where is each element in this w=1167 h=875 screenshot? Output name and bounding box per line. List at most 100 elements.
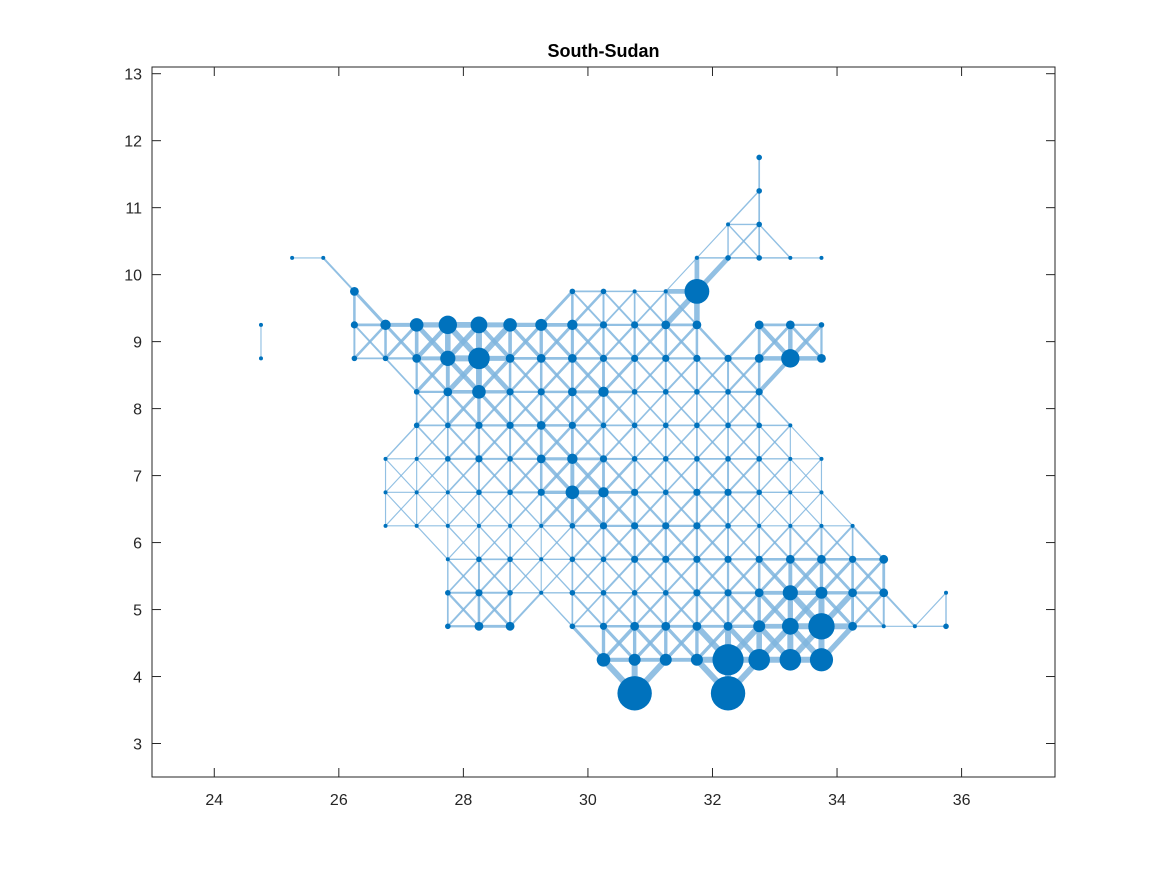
network-node (507, 489, 513, 496)
network-node (710, 676, 746, 711)
network-node (505, 353, 515, 363)
network-node (536, 454, 546, 464)
network-node (694, 456, 700, 462)
network-node (756, 154, 762, 161)
network-node (809, 648, 834, 672)
network-node (631, 522, 639, 530)
network-node (725, 389, 731, 395)
network-node (819, 490, 824, 495)
network-node (879, 554, 889, 564)
network-node (599, 622, 608, 630)
network-node (781, 617, 799, 635)
network-edge (477, 591, 512, 628)
network-node (413, 389, 420, 395)
network-edge (384, 357, 418, 393)
network-node (505, 621, 515, 631)
network-node (414, 456, 419, 461)
network-edge (726, 357, 761, 393)
network-edge (602, 457, 636, 494)
network-edge (696, 223, 729, 259)
network-node (944, 590, 949, 595)
network-edge (602, 524, 636, 561)
network-node (537, 488, 545, 496)
chart-title: South-Sudan (548, 41, 660, 61)
network-node (506, 421, 514, 429)
network-node (438, 315, 458, 335)
network-node (694, 389, 700, 395)
network-edge (633, 357, 667, 393)
network-node (692, 320, 702, 330)
network-edge (820, 491, 854, 527)
network-node (503, 318, 517, 332)
network-node (662, 590, 669, 596)
network-node (785, 320, 795, 330)
network-node (757, 523, 762, 528)
network-node (535, 318, 548, 331)
network-edge (539, 390, 574, 427)
network-node (661, 621, 671, 631)
network-node (568, 421, 576, 429)
network-node (350, 321, 358, 329)
network-node (536, 420, 546, 430)
network-node (383, 456, 388, 461)
network-node (599, 522, 608, 530)
network-node (472, 385, 486, 399)
network-node (724, 555, 732, 563)
network-node (349, 286, 359, 296)
network-node (819, 255, 824, 260)
network-edge (727, 223, 761, 259)
network-edge (696, 391, 729, 427)
network-node (693, 589, 701, 597)
network-edge (789, 491, 823, 527)
network-edge (602, 323, 636, 360)
network-edge (726, 558, 761, 594)
network-node (881, 624, 886, 629)
network-node (662, 555, 670, 563)
network-edge (788, 557, 824, 595)
network-edge (571, 357, 605, 394)
network-node (440, 350, 456, 366)
network-edge (508, 323, 543, 361)
network-edge (414, 356, 450, 394)
network-node (755, 555, 763, 563)
network-edge (478, 457, 511, 494)
y-tick-label: 6 (133, 536, 142, 553)
network-node (445, 623, 451, 630)
network-edge (633, 290, 667, 326)
network-node (599, 354, 608, 362)
network-edge (633, 591, 667, 628)
network-edge (571, 558, 605, 594)
network-node (599, 321, 608, 329)
network-node (290, 255, 295, 260)
network-node (630, 621, 640, 631)
network-node (756, 255, 762, 261)
network-edge (415, 458, 449, 494)
network-edge (727, 390, 761, 427)
network-node (879, 588, 889, 598)
network-edge (352, 289, 388, 327)
network-node (788, 490, 793, 495)
network-edge (727, 457, 761, 494)
network-edge (539, 424, 574, 461)
network-edge (540, 525, 574, 561)
network-node (507, 590, 513, 596)
network-edge (695, 624, 730, 662)
network-edge (851, 524, 885, 561)
network-edge (509, 525, 542, 561)
network-edge (820, 524, 854, 561)
network-edge (602, 424, 636, 460)
network-node (258, 356, 263, 361)
network-edge (633, 424, 667, 460)
network-edge (789, 524, 823, 561)
network-node (662, 522, 670, 530)
network-node (788, 423, 793, 428)
network-node (779, 648, 802, 671)
network-node (785, 554, 795, 564)
network-node (506, 388, 514, 396)
network-node (661, 320, 671, 330)
network-node (631, 422, 638, 429)
network-node (725, 456, 731, 462)
network-node (850, 523, 855, 528)
network-node (754, 353, 764, 363)
